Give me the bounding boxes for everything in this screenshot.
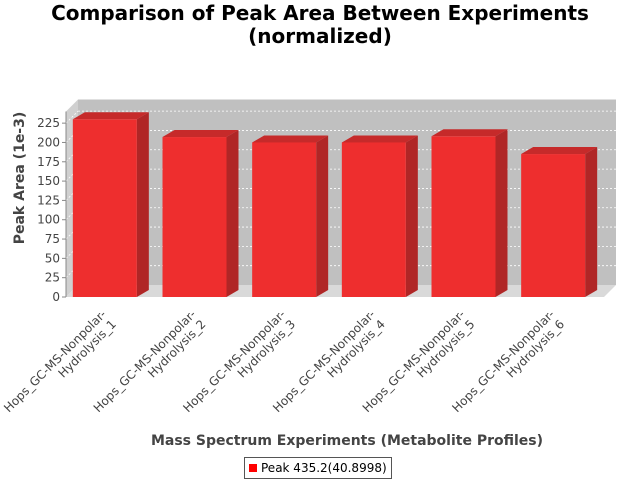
y-axis: 0 25 50 75 100 125 150 175 200 225 [37,111,67,304]
gridline-left [65,188,79,201]
bar-front [341,142,406,297]
bar-1 [72,112,149,298]
bar-top [252,135,329,143]
bar-front [252,142,317,297]
bar-6 [521,147,598,297]
legend-label: Peak 435.2(40.8998) [261,461,387,475]
y-tick-label: 100 [37,213,60,227]
gridline-left [65,265,79,278]
chart-title: Comparison of Peak Area Between Experime… [0,2,640,48]
y-tick-label: 175 [37,155,60,169]
bar-side [405,135,418,297]
bar-side [495,129,508,297]
x-tick-label-line: Hops_GC-MS-Nonpolar- [1,307,109,415]
legend: Peak 435.2(40.8998) [244,457,392,479]
x-axis-tick-labels: Hops_GC-MS-Nonpolar-Hydrolysis_1Hops_GC-… [1,307,567,415]
gridline-left [65,149,79,163]
gridline-left [65,110,79,124]
bar-front [162,137,227,297]
chart-title-line-2: (normalized) [248,24,392,48]
y-tick-label: 150 [37,174,60,188]
gridline-left [65,226,79,240]
bar-side [316,135,329,297]
bar-side [226,130,239,297]
bar-top [162,130,239,138]
y-tick-label: 75 [45,232,60,246]
bar-2 [162,130,239,297]
bar-top [521,147,598,155]
bar-top [431,129,508,137]
gridline-left [65,168,79,182]
y-tick-label: 0 [52,290,60,304]
gridline-left [65,246,79,259]
bar-top [341,135,418,143]
y-tick-label: 225 [37,116,60,130]
y-tick-label: 125 [37,193,60,207]
bar-4 [341,135,418,297]
y-axis-label: Peak Area (1e-3) [12,112,28,245]
bar-5 [431,129,508,297]
y-tick-label: 25 [45,271,60,285]
gridline-left [65,130,79,143]
chart-title-line-1: Comparison of Peak Area Between Experime… [51,1,589,25]
bar-side [136,112,149,298]
x-axis-label: Mass Spectrum Experiments (Metabolite Pr… [151,433,543,449]
bars [72,112,598,298]
y-tick-label: 200 [37,135,60,149]
bar-side [585,147,598,297]
bar-top [72,112,149,120]
gridline-left [65,207,79,221]
bar-3 [252,135,329,297]
legend-swatch [249,464,257,472]
bar-front [521,154,586,297]
bar-front [72,119,137,298]
bar-front [431,136,496,297]
y-tick-label: 50 [45,251,60,265]
